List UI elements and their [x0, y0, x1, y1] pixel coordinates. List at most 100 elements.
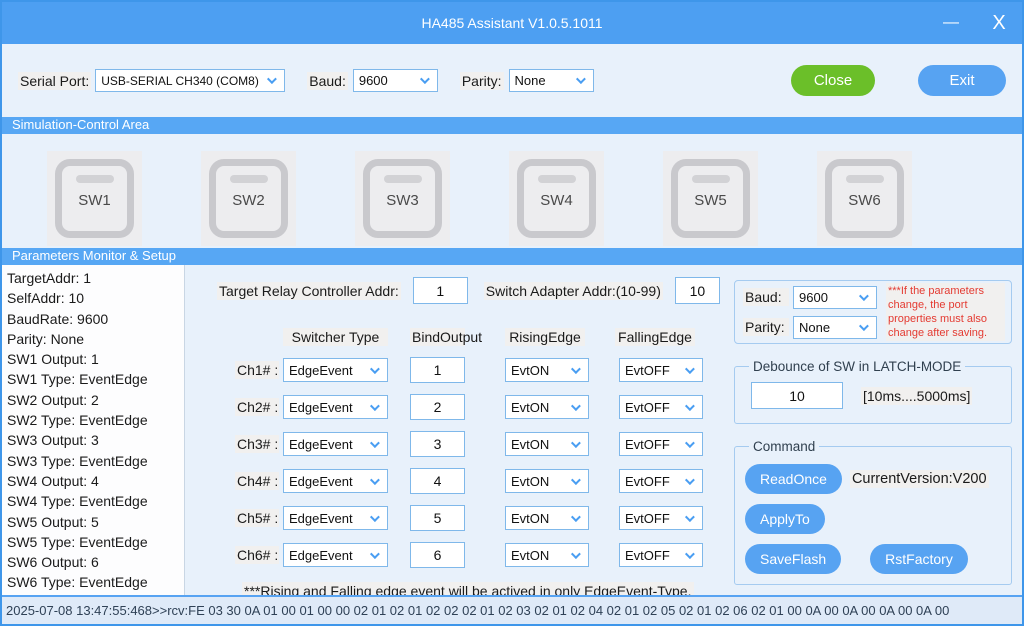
ch1-bindoutput-input[interactable] — [410, 357, 465, 383]
ch6-rising-select[interactable]: EvtON — [505, 543, 589, 567]
chevron-down-icon — [369, 511, 380, 522]
simulation-area-header: Simulation-Control Area — [2, 117, 1022, 134]
debounce-group-title: Debounce of SW in LATCH-MODE — [753, 359, 962, 374]
exit-button[interactable]: Exit — [918, 65, 1006, 96]
debounce-input[interactable] — [751, 382, 843, 409]
ch1-falling-select[interactable]: EvtOFF — [619, 358, 703, 382]
ch6-type-select[interactable]: EdgeEvent — [283, 543, 388, 567]
switch-frame: SW4 — [517, 159, 596, 238]
current-version-label: CurrentVersion:V200 — [849, 470, 989, 488]
column-switcher-type: Switcher Type — [283, 328, 388, 346]
switch-frame: SW6 — [825, 159, 904, 238]
ch6-bindoutput-input[interactable] — [410, 542, 465, 568]
ch1-falling-value: EvtOFF — [625, 362, 670, 378]
ch3-falling-select[interactable]: EvtOFF — [619, 432, 703, 456]
ch2-type-select[interactable]: EdgeEvent — [283, 395, 388, 419]
sw2-button[interactable]: SW2 — [201, 151, 296, 246]
column-headers: Switcher Type BindOutput RisingEdge Fall… — [235, 328, 734, 346]
ch3-type-value: EdgeEvent — [289, 436, 353, 452]
chevron-down-icon — [369, 400, 380, 411]
monitor-line: SW2 Output: 2 — [7, 391, 99, 408]
ch5-bindoutput-input[interactable] — [410, 505, 465, 531]
serial-port-label: Serial Port: — [18, 71, 92, 90]
monitor-line: SW4 Type: EventEdge — [7, 493, 148, 510]
ch4-type-select[interactable]: EdgeEvent — [283, 469, 388, 493]
channel-label: Ch3# : — [235, 435, 279, 453]
address-row: Target Relay Controller Addr: Switch Ada… — [217, 277, 734, 304]
ch3-rising-select[interactable]: EvtON — [505, 432, 589, 456]
ch5-falling-select[interactable]: EvtOFF — [619, 506, 703, 530]
ch1-rising-select[interactable]: EvtON — [505, 358, 589, 382]
close-window-icon[interactable]: X — [992, 12, 1006, 34]
ch4-bindoutput-input[interactable] — [410, 468, 465, 494]
minimize-icon[interactable]: — — [943, 14, 959, 31]
switch-indicator — [691, 175, 730, 183]
sw4-button[interactable]: SW4 — [509, 151, 604, 246]
switch-indicator — [229, 175, 268, 183]
port-change-warning: ***If the parameters change, the port pr… — [886, 283, 1005, 341]
ch5-rising-select[interactable]: EvtON — [505, 506, 589, 530]
ch5-rising-value: EvtON — [511, 510, 550, 526]
close-port-button[interactable]: Close — [791, 65, 875, 96]
ch4-rising-value: EvtON — [511, 473, 550, 489]
ch3-bindoutput-input[interactable] — [410, 431, 465, 457]
ch4-rising-select[interactable]: EvtON — [505, 469, 589, 493]
switch-label: SW5 — [694, 192, 727, 209]
channel-row-1: Ch1# : EdgeEvent EvtON EvtOFF — [235, 357, 734, 383]
title-bar: HA485 Assistant V1.0.5.1011 — X — [2, 2, 1022, 44]
serial-port-select[interactable]: USB-SERIAL CH340 (COM8) — [95, 69, 286, 92]
saveflash-button[interactable]: SaveFlash — [745, 544, 842, 574]
parity-label: Parity: — [459, 71, 504, 90]
chevron-down-icon — [570, 400, 581, 411]
target-addr-input[interactable] — [412, 277, 468, 304]
sw6-button[interactable]: SW6 — [817, 151, 912, 246]
chevron-down-icon — [858, 320, 869, 331]
ch2-bindoutput-input[interactable] — [410, 394, 465, 420]
ch1-type-select[interactable]: EdgeEvent — [283, 358, 388, 382]
chevron-down-icon — [570, 363, 581, 374]
rstfactory-button[interactable]: RstFactory — [870, 544, 968, 574]
ch6-type-value: EdgeEvent — [289, 547, 353, 563]
ch3-type-select[interactable]: EdgeEvent — [283, 432, 388, 456]
sw5-button[interactable]: SW5 — [663, 151, 758, 246]
ch5-type-select[interactable]: EdgeEvent — [283, 506, 388, 530]
ch3-rising-value: EvtON — [511, 436, 550, 452]
applyto-button[interactable]: ApplyTo — [745, 504, 825, 534]
box-baud-select[interactable]: 9600 — [793, 285, 877, 309]
ch2-rising-select[interactable]: EvtON — [505, 395, 589, 419]
chevron-down-icon — [419, 74, 430, 85]
channel-label: Ch1# : — [235, 361, 279, 379]
switch-indicator — [845, 175, 884, 183]
monitor-line: Parity: None — [7, 330, 85, 347]
box-parity-select[interactable]: None — [793, 315, 877, 339]
chevron-down-icon — [684, 548, 695, 559]
ch6-rising-value: EvtON — [511, 547, 550, 563]
right-panel: Baud: 9600 Parity: None ***If the parame… — [734, 265, 1022, 595]
ch5-type-value: EdgeEvent — [289, 510, 353, 526]
baud-label: Baud: — [307, 71, 348, 90]
chevron-down-icon — [570, 474, 581, 485]
box-parity-label: Parity: — [743, 318, 789, 336]
parity-select[interactable]: None — [508, 69, 594, 92]
parameter-monitor-panel: TargetAddr: 1 SelfAddr: 10 BaudRate: 960… — [2, 265, 185, 595]
ch6-falling-select[interactable]: EvtOFF — [619, 543, 703, 567]
sw1-button[interactable]: SW1 — [47, 151, 142, 246]
sw3-button[interactable]: SW3 — [355, 151, 450, 246]
chevron-down-icon — [684, 511, 695, 522]
window-controls: — X — [940, 2, 1010, 44]
ch2-falling-select[interactable]: EvtOFF — [619, 395, 703, 419]
status-log-text: 2025-07-08 13:47:55:468>>rcv:FE 03 30 0A… — [6, 603, 950, 618]
monitor-line: SW6 Output: 6 — [7, 554, 99, 571]
parameters-area: TargetAddr: 1 SelfAddr: 10 BaudRate: 960… — [2, 265, 1022, 600]
chevron-down-icon — [369, 474, 380, 485]
chevron-down-icon — [684, 400, 695, 411]
ch4-falling-value: EvtOFF — [625, 473, 670, 489]
channel-row-4: Ch4# : EdgeEvent EvtON EvtOFF — [235, 468, 734, 494]
readonce-button[interactable]: ReadOnce — [745, 464, 842, 494]
adapter-addr-input[interactable] — [674, 277, 720, 304]
chevron-down-icon — [684, 474, 695, 485]
ch4-falling-select[interactable]: EvtOFF — [619, 469, 703, 493]
channel-row-5: Ch5# : EdgeEvent EvtON EvtOFF — [235, 505, 734, 531]
channel-setup-panel: Target Relay Controller Addr: Switch Ada… — [185, 265, 734, 600]
baud-select[interactable]: 9600 — [352, 69, 438, 92]
